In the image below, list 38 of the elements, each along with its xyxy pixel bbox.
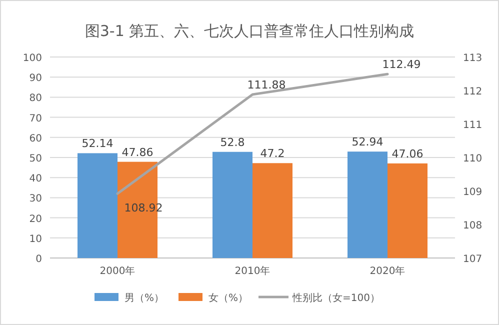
x-tick-label: 2020年: [370, 265, 406, 277]
legend-label: 性别比（女=100）: [292, 292, 380, 304]
bar: [388, 163, 428, 258]
y-tick-label: 0: [36, 254, 42, 265]
bar: [78, 153, 118, 258]
y2-tick-label: 110: [463, 154, 482, 164]
legend-label: 男（%）: [124, 293, 164, 304]
y2-tick-label: 111: [463, 120, 482, 131]
y-tick-label: 70: [29, 113, 42, 124]
y-tick-label: 60: [29, 133, 42, 144]
bar: [348, 152, 388, 258]
bar: [212, 152, 252, 258]
y2-tick-label: 113: [463, 53, 482, 64]
x-tick-label: 2010年: [234, 265, 270, 277]
data-label: 47.86: [122, 146, 154, 159]
data-label: 112.49: [382, 58, 421, 72]
y-tick-label: 80: [29, 93, 42, 104]
bar: [252, 163, 292, 258]
data-label: 111.88: [247, 78, 286, 92]
y-tick-label: 20: [29, 214, 42, 225]
legend-label: 女（%）: [208, 292, 248, 304]
data-label: 47.06: [392, 147, 424, 160]
y2-tick-label: 109: [463, 187, 482, 198]
y-tick-label: 90: [29, 73, 42, 84]
y-tick-label: 50: [29, 154, 42, 164]
y2-tick-label: 107: [463, 254, 482, 265]
y2-tick-label: 108: [463, 220, 482, 232]
y-tick-label: 40: [29, 174, 42, 185]
y-tick-label: 10: [29, 234, 42, 245]
x-tick-label: 2000年: [100, 265, 136, 277]
y-tick-label: 30: [29, 194, 42, 205]
data-label: 47.2: [260, 147, 285, 160]
chart-title: 图3-1 第五、六、七次人口普查常住人口性别构成: [84, 22, 414, 40]
data-label: 52.14: [82, 137, 114, 150]
y-tick-label: 100: [22, 53, 42, 64]
y2-tick-label: 112: [463, 86, 482, 98]
data-label: 52.8: [220, 136, 245, 149]
data-label: 52.94: [352, 136, 384, 149]
